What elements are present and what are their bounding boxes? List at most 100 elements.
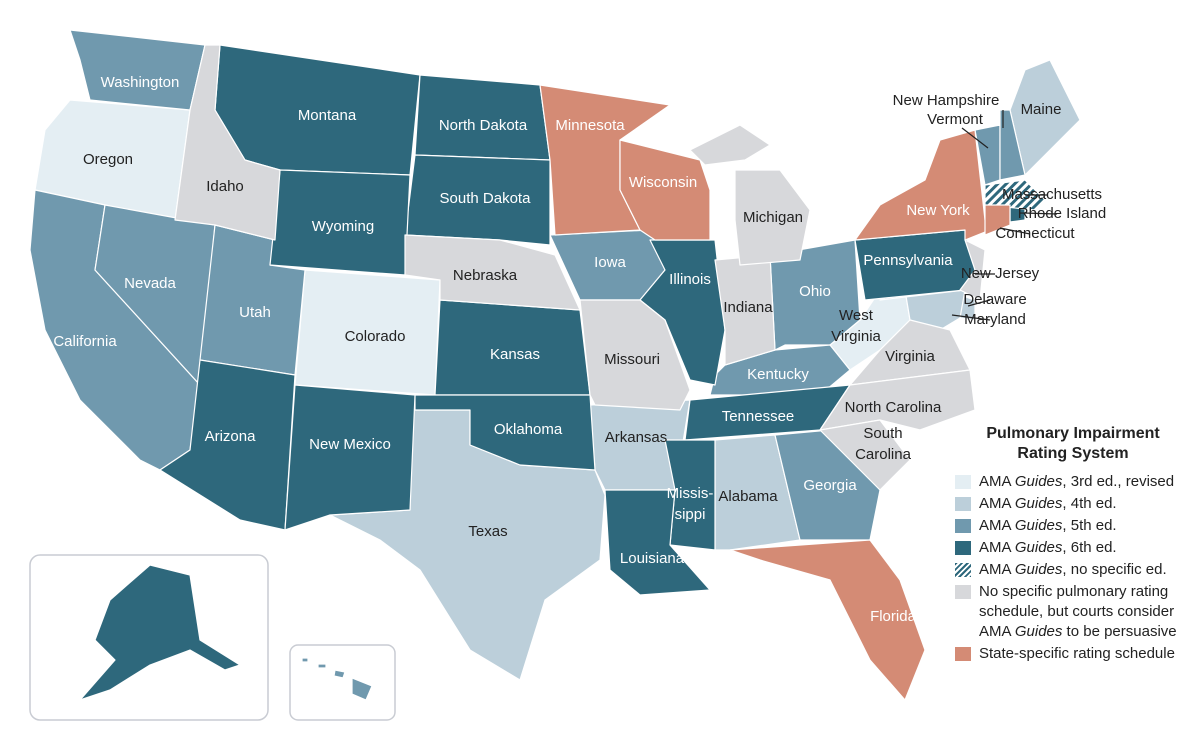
state-shape [174, 44, 281, 241]
legend-label: AMA Guides, 4th ed. [979, 494, 1184, 514]
state-label: Illinois [669, 271, 711, 288]
legend-label-part: AMA [979, 517, 1015, 534]
state-label: Oklahoma [494, 421, 563, 438]
state-label: Alaska [195, 688, 241, 705]
state-label: New Jersey [961, 265, 1040, 282]
legend-swatch [955, 519, 971, 533]
state-label: Nebraska [453, 267, 518, 284]
state-label: Colorado [345, 328, 406, 345]
state-shape [734, 169, 811, 266]
state-label: South Carolina [855, 425, 912, 463]
legend-label: AMA Guides, no specific ed. [979, 560, 1184, 580]
legend-label-part: Guides [1014, 539, 1063, 556]
state-shape [959, 239, 986, 301]
state-label-line: Virginia [831, 328, 881, 345]
state-label: Hawaii [302, 689, 347, 706]
state-label: California [53, 333, 117, 350]
state-shape [854, 129, 991, 241]
state-shape [69, 29, 206, 111]
state-label: Ohio [799, 283, 831, 300]
legend-label-part: Guides [1014, 623, 1063, 640]
state-label: New Mexico [309, 436, 391, 453]
state-label: Missouri [604, 351, 660, 368]
state-label-line: West [839, 307, 874, 324]
state-shape [689, 124, 771, 166]
legend-label: State-specific rating schedule [979, 644, 1184, 664]
legend-label-part: Guides [1014, 473, 1063, 490]
state-label: Arkansas [605, 429, 668, 446]
state-label: Arizona [205, 428, 257, 445]
legend-label-part: , 5th ed. [1062, 517, 1117, 534]
state-label: Louisiana [620, 550, 685, 567]
leader-line [999, 227, 1031, 235]
legend-label-part: Guides [1014, 517, 1063, 534]
state-label: Georgia [803, 477, 857, 494]
legend-label-part: No specific pulmonary rating schedule, b… [979, 583, 1175, 640]
legend-label: AMA Guides, 6th ed. [979, 538, 1184, 558]
legend-item: AMA Guides, 3rd ed., revised [955, 472, 1195, 492]
legend-item: AMA Guides, 5th ed. [955, 516, 1195, 536]
legend-label: AMA Guides, 3rd ed., revised [979, 472, 1184, 492]
legend-label-part: , 4th ed. [1062, 495, 1117, 512]
state-label: Vermont [927, 111, 984, 128]
state-label: Iowa [594, 254, 626, 271]
leader-line [1023, 212, 1058, 215]
state-label: New Hampshire [893, 92, 1000, 109]
state-shape [351, 677, 373, 701]
state-label: Tennessee [722, 408, 795, 425]
state-label: Delaware [963, 291, 1026, 308]
state-shape [984, 204, 1011, 236]
state-label-line: sippi [675, 506, 706, 523]
legend-label-part: Guides [1014, 495, 1063, 512]
leader-line [951, 314, 991, 321]
legend-label-part: AMA [979, 539, 1015, 556]
legend-swatch [955, 497, 971, 511]
state-label: Wyoming [312, 218, 374, 235]
state-shape [284, 384, 416, 531]
state-label: Pennsylvania [863, 252, 953, 269]
legend-label: No specific pulmonary rating schedule, b… [979, 582, 1184, 642]
state-label: North Carolina [845, 399, 942, 416]
state-label: Connecticut [995, 225, 1075, 242]
legend-title: Pulmonary Impairment Rating System [986, 425, 1160, 462]
states [29, 29, 1081, 701]
hawaii-inset [289, 644, 396, 721]
state-label: Nevada [124, 275, 176, 292]
legend: Pulmonary Impairment Rating System AMA G… [955, 424, 1195, 666]
state-label-line: Missis- [667, 485, 714, 502]
state-label: South Dakota [440, 190, 532, 207]
state-label: Kansas [490, 346, 540, 363]
state-shape [664, 439, 716, 551]
state-label: Maryland [964, 311, 1026, 328]
leader-line [961, 127, 989, 149]
state-label: Montana [298, 107, 357, 124]
state-shape [333, 669, 346, 679]
state-label: Kentucky [747, 366, 809, 383]
legend-label-part: State-specific rating schedule [979, 645, 1175, 662]
legend-item: AMA Guides, no specific ed. [955, 560, 1195, 580]
state-label: Wisconsin [629, 174, 697, 191]
legend-label-part: AMA [979, 495, 1015, 512]
state-shape [579, 299, 691, 411]
state-label: Maine [1021, 101, 1062, 118]
legend-label-part: , 3rd ed., revised [1062, 473, 1175, 490]
state-shape [414, 394, 596, 471]
legend-swatch [955, 647, 971, 661]
leader-line [967, 299, 991, 307]
state-label: Idaho [206, 178, 244, 195]
legend-label-part: AMA [979, 473, 1015, 490]
state-label: Minnesota [555, 117, 625, 134]
legend-label-part: , 6th ed. [1062, 539, 1117, 556]
state-shape [819, 419, 911, 491]
state-label: Rhode Island [1018, 205, 1106, 222]
state-label: Alabama [718, 488, 778, 505]
legend-label-part: to be persuasive [1062, 623, 1177, 640]
state-shape [301, 657, 309, 663]
state-shape [159, 359, 296, 531]
state-label: Florida [870, 608, 917, 625]
state-label: Michigan [743, 209, 803, 226]
legend-swatch [955, 541, 971, 555]
legend-label-part: , no specific ed. [1062, 561, 1167, 578]
legend-item: State-specific rating schedule [955, 644, 1195, 664]
